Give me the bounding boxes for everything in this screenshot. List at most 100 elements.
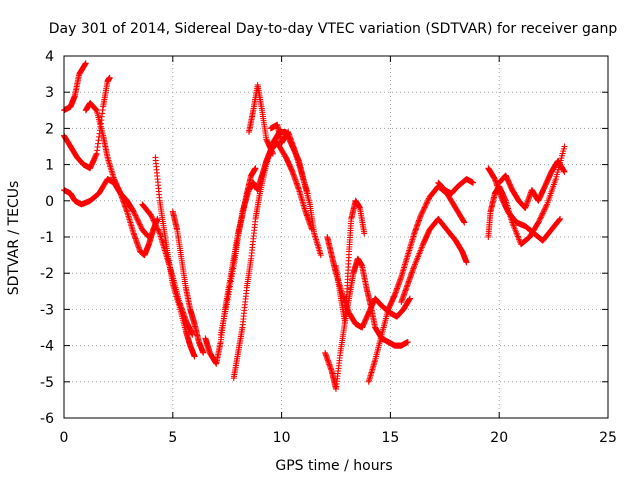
data-point <box>149 214 156 221</box>
data-point <box>151 220 158 227</box>
series-track-a <box>61 60 89 114</box>
series-track-t <box>485 165 564 244</box>
data-point <box>133 215 140 222</box>
series-track-r <box>435 176 477 197</box>
data-point <box>424 199 431 206</box>
data-point <box>130 208 137 215</box>
data-point <box>137 222 144 229</box>
data-point <box>539 210 546 217</box>
data-point <box>309 226 316 233</box>
y-tick-label: -4 <box>40 339 54 355</box>
data-point <box>537 215 544 222</box>
data-point <box>189 331 196 338</box>
data-point <box>557 215 564 222</box>
data-point <box>425 196 432 203</box>
series-track-i <box>230 129 324 382</box>
data-point <box>537 214 544 221</box>
data-point <box>539 211 546 218</box>
chart-title: Day 301 of 2014, Sidereal Day-to-day VTE… <box>49 21 618 37</box>
data-point <box>133 213 140 220</box>
data-point <box>155 227 162 234</box>
data-point <box>154 225 161 232</box>
data-point <box>561 143 568 150</box>
series-track-s <box>485 143 568 248</box>
y-tick-label: 3 <box>45 85 54 101</box>
data-point <box>422 203 429 210</box>
data-point <box>135 219 142 226</box>
data-point <box>470 179 477 186</box>
series-track-f <box>139 201 196 338</box>
data-point <box>406 295 413 302</box>
data-point <box>149 216 156 223</box>
series-track-p <box>365 183 468 385</box>
data-point <box>106 74 113 81</box>
data-point <box>156 229 163 236</box>
y-tick-label: 0 <box>45 194 54 210</box>
data-point <box>132 212 139 219</box>
data-point <box>417 212 424 219</box>
y-tick-label: -5 <box>40 375 54 391</box>
x-tick-label: 5 <box>168 430 177 446</box>
data-point <box>540 209 547 216</box>
series-track-n <box>324 234 413 331</box>
data-point <box>419 209 426 216</box>
y-tick-label: -3 <box>40 302 54 318</box>
data-point <box>200 349 207 356</box>
data-point <box>424 198 431 205</box>
data-point <box>191 353 198 360</box>
data-point <box>423 200 430 207</box>
series-track-l <box>267 121 311 197</box>
data-point <box>460 218 467 225</box>
data-point <box>131 211 138 218</box>
data-point <box>404 338 411 345</box>
data-point <box>463 259 470 266</box>
data-point <box>145 234 152 240</box>
series-track-o <box>333 197 368 324</box>
series-track-u <box>496 157 568 212</box>
x-tick-label: 25 <box>599 430 617 446</box>
y-tick-labels: -6 -5 -4 -3 -2 -1 0 1 2 3 4 <box>40 49 54 427</box>
series-track-j <box>217 139 316 338</box>
data-point <box>269 150 276 157</box>
data-point <box>420 205 427 212</box>
x-tick-label: 15 <box>381 430 399 446</box>
plot-frame <box>63 55 609 419</box>
y-tick-label: -6 <box>40 411 54 427</box>
data-point <box>131 209 138 216</box>
series-track-b <box>61 74 113 172</box>
series-track-g <box>169 208 207 356</box>
data-point <box>304 190 311 197</box>
x-tick-label: 0 <box>60 430 69 446</box>
y-tick-label: 4 <box>45 49 54 65</box>
y-tick-label: -1 <box>40 230 54 246</box>
x-axis-title: GPS time / hours <box>275 458 392 474</box>
data-point <box>82 60 89 67</box>
data-point <box>151 218 158 225</box>
data-point <box>418 210 425 217</box>
data-point <box>561 168 568 175</box>
data-point <box>542 204 549 211</box>
y-tick-label: 2 <box>45 121 54 137</box>
data-point <box>543 202 550 209</box>
x-tick-labels: 0 5 10 15 20 25 <box>60 430 617 446</box>
data-point <box>419 208 426 215</box>
data-point <box>461 219 468 226</box>
data-point <box>136 221 143 228</box>
data-point <box>420 207 427 214</box>
data-point <box>136 220 143 227</box>
x-tick-label: 10 <box>273 430 291 446</box>
x-tick-label: 20 <box>490 430 508 446</box>
data-point <box>540 207 547 214</box>
y-tick-label: 1 <box>45 158 54 174</box>
data-point <box>153 223 160 230</box>
data-point <box>538 213 545 220</box>
series-track-q <box>398 215 470 306</box>
data-point <box>134 217 141 224</box>
data-point <box>154 226 161 233</box>
data-point <box>535 219 542 226</box>
data-point <box>148 212 155 219</box>
data-point <box>542 205 549 212</box>
data-point <box>150 217 157 224</box>
series-layer <box>61 60 568 393</box>
